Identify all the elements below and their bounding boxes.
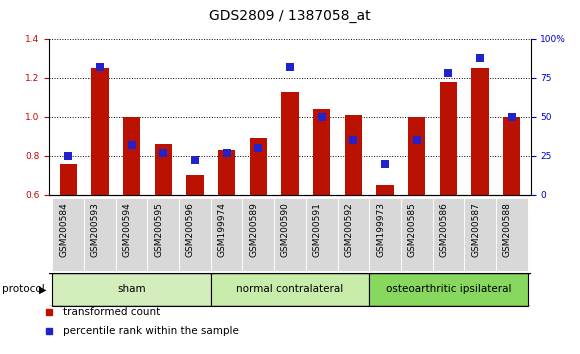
Bar bbox=[496, 198, 528, 271]
Text: protocol: protocol bbox=[2, 284, 45, 295]
Bar bbox=[52, 273, 211, 306]
Text: GSM200594: GSM200594 bbox=[122, 202, 132, 257]
Bar bbox=[116, 198, 147, 271]
Text: sham: sham bbox=[117, 284, 146, 295]
Bar bbox=[464, 198, 496, 271]
Bar bbox=[503, 117, 520, 195]
Text: GSM200590: GSM200590 bbox=[281, 202, 290, 257]
Text: GSM200589: GSM200589 bbox=[249, 202, 258, 257]
Text: GSM199973: GSM199973 bbox=[376, 202, 385, 257]
Text: GSM200592: GSM200592 bbox=[345, 202, 353, 257]
Bar bbox=[91, 68, 108, 195]
Text: GSM200591: GSM200591 bbox=[313, 202, 322, 257]
Text: GDS2809 / 1387058_at: GDS2809 / 1387058_at bbox=[209, 9, 371, 23]
Bar bbox=[472, 68, 489, 195]
Text: GSM199974: GSM199974 bbox=[218, 202, 227, 257]
Bar bbox=[147, 198, 179, 271]
Text: GSM200593: GSM200593 bbox=[91, 202, 100, 257]
Bar bbox=[369, 273, 528, 306]
Point bbox=[507, 114, 516, 120]
Bar bbox=[281, 92, 299, 195]
Bar bbox=[401, 198, 433, 271]
Bar bbox=[433, 198, 464, 271]
Bar bbox=[84, 198, 116, 271]
Bar bbox=[440, 82, 457, 195]
Point bbox=[285, 64, 295, 70]
Bar bbox=[211, 198, 242, 271]
Point bbox=[95, 64, 104, 70]
Bar bbox=[179, 198, 211, 271]
Bar bbox=[211, 273, 369, 306]
Bar bbox=[242, 198, 274, 271]
Point bbox=[127, 142, 136, 148]
Bar bbox=[376, 185, 394, 195]
Point bbox=[317, 114, 327, 120]
Bar bbox=[313, 109, 331, 195]
Text: GSM200587: GSM200587 bbox=[471, 202, 480, 257]
Text: normal contralateral: normal contralateral bbox=[237, 284, 343, 295]
Point bbox=[159, 150, 168, 155]
Point bbox=[222, 150, 231, 155]
Bar bbox=[155, 144, 172, 195]
Point bbox=[190, 158, 200, 163]
Text: GSM200596: GSM200596 bbox=[186, 202, 195, 257]
Bar bbox=[274, 198, 306, 271]
Point bbox=[380, 161, 390, 166]
Point bbox=[444, 70, 453, 76]
Point bbox=[476, 55, 485, 61]
Bar bbox=[338, 198, 369, 271]
Point bbox=[64, 153, 73, 159]
Bar bbox=[408, 117, 425, 195]
Text: GSM200588: GSM200588 bbox=[503, 202, 512, 257]
Bar bbox=[52, 198, 84, 271]
Text: GSM200595: GSM200595 bbox=[154, 202, 164, 257]
Bar bbox=[186, 175, 204, 195]
Bar bbox=[249, 138, 267, 195]
Point bbox=[253, 145, 263, 151]
Text: GSM200585: GSM200585 bbox=[408, 202, 416, 257]
Text: GSM200586: GSM200586 bbox=[440, 202, 448, 257]
Bar bbox=[369, 198, 401, 271]
Text: transformed count: transformed count bbox=[63, 307, 160, 316]
Point bbox=[412, 137, 421, 143]
Text: percentile rank within the sample: percentile rank within the sample bbox=[63, 326, 238, 336]
Bar bbox=[60, 164, 77, 195]
Text: GSM200584: GSM200584 bbox=[59, 202, 68, 257]
Bar bbox=[218, 150, 235, 195]
Text: ▶: ▶ bbox=[39, 284, 46, 295]
Bar bbox=[123, 117, 140, 195]
Bar bbox=[306, 198, 338, 271]
Point bbox=[349, 137, 358, 143]
Text: osteoarthritic ipsilateral: osteoarthritic ipsilateral bbox=[386, 284, 511, 295]
Bar bbox=[345, 115, 362, 195]
